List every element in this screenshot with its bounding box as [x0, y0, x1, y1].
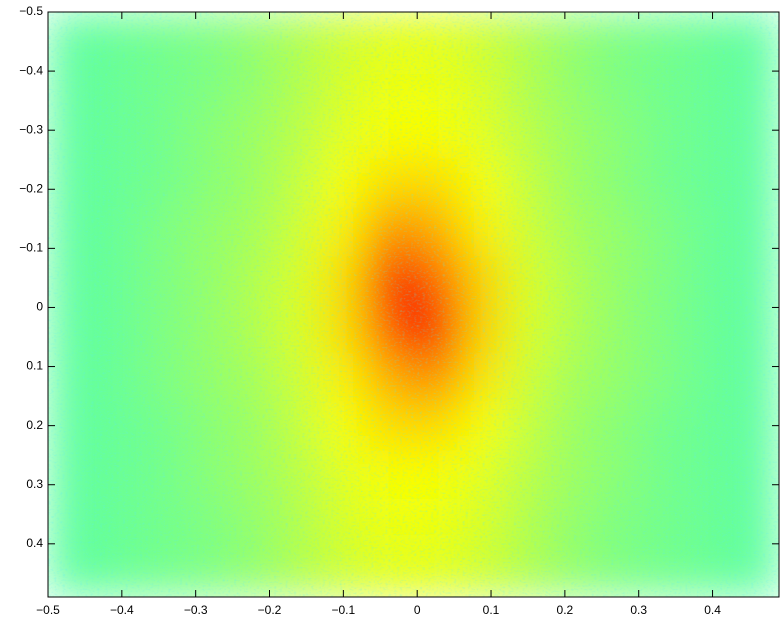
x-tick-label: 0.4 — [704, 603, 721, 617]
y-tick-label: 0.1 — [26, 359, 43, 373]
y-tick-label: 0.3 — [26, 477, 43, 491]
texture — [48, 12, 779, 597]
x-tick-label: 0.3 — [630, 603, 647, 617]
x-tick-label: 0.1 — [483, 603, 500, 617]
x-tick-label: −0.4 — [110, 603, 134, 617]
x-tick-label: 0 — [414, 603, 421, 617]
y-tick-label: −0.1 — [19, 241, 43, 255]
y-tick-label: −0.5 — [19, 4, 43, 18]
x-tick-label: −0.1 — [332, 603, 356, 617]
x-tick-label: −0.3 — [184, 603, 208, 617]
y-tick-label: −0.3 — [19, 122, 43, 136]
axes-frame — [47, 11, 780, 598]
x-tick-label: 0.2 — [557, 603, 574, 617]
y-tick-label: −0.4 — [19, 63, 43, 77]
ticks: −0.5 −0.4 −0.3 −0.2 −0.1 0 0.1 0.2 0.3 0.4 −0.5 −0.… — [19, 4, 779, 617]
y-tick-label: 0 — [36, 300, 43, 314]
y-tick-label: 0.4 — [26, 536, 43, 550]
heatmap — [48, 12, 779, 597]
x-tick-label: −0.5 — [36, 603, 60, 617]
y-tick-label: 0.2 — [26, 418, 43, 432]
x-tick-label: −0.2 — [258, 603, 282, 617]
y-tick-label: −0.2 — [19, 181, 43, 195]
